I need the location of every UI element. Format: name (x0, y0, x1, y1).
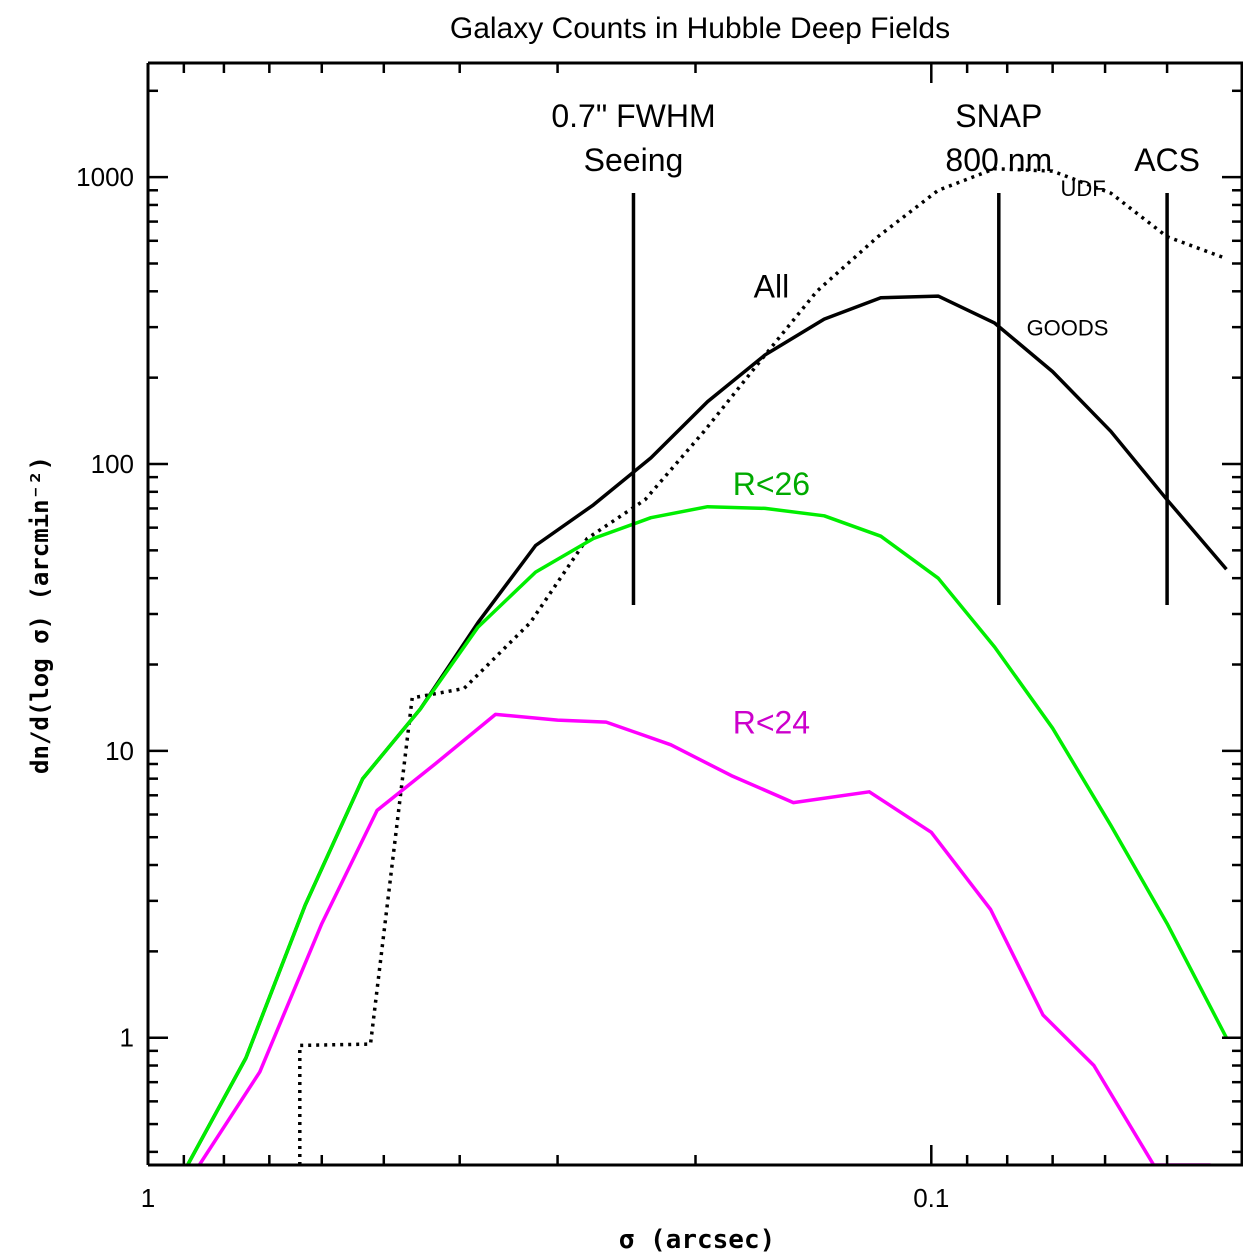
y-tick-label: 10 (105, 736, 134, 766)
annotations: UDF All GOODS R<26 R<24 (733, 176, 1109, 741)
series-line-r-26 (186, 504, 1228, 1165)
chart-title: Galaxy Counts in Hubble Deep Fields (450, 12, 950, 45)
y-tick-label: 1 (120, 1023, 134, 1053)
reference-lines: 0.7" FWHM Seeing SNAP 800 nm ACS (551, 98, 1200, 605)
axes: 1 10 100 1000 1 0.1 (76, 61, 1243, 1213)
y-tick-label: 100 (91, 449, 134, 479)
annotation-label: GOODS (1027, 316, 1109, 341)
y-axis-title: dn/d(log σ) (arcmin⁻²) (26, 456, 54, 774)
series-line-udf (298, 166, 1228, 1165)
x-axis-title: σ (arcsec) (619, 1225, 776, 1255)
annotation-label: All (754, 269, 790, 305)
x-tick-label: 0.1 (913, 1183, 949, 1213)
reference-line-label: SNAP (955, 98, 1042, 134)
reference-line-label: Seeing (584, 142, 684, 178)
reference-line-label: 800 nm (945, 142, 1052, 178)
annotation-label: UDF (1061, 176, 1106, 201)
x-tick-label: 1 (141, 1183, 155, 1213)
series-line-r-24 (197, 712, 1211, 1165)
y-tick-label: 1000 (76, 162, 134, 192)
reference-line-label: ACS (1134, 142, 1200, 178)
reference-line-label: 0.7" FWHM (551, 98, 715, 134)
annotation-label: R<24 (733, 704, 810, 740)
series-layer (186, 166, 1228, 1165)
annotation-label: R<26 (733, 466, 810, 502)
